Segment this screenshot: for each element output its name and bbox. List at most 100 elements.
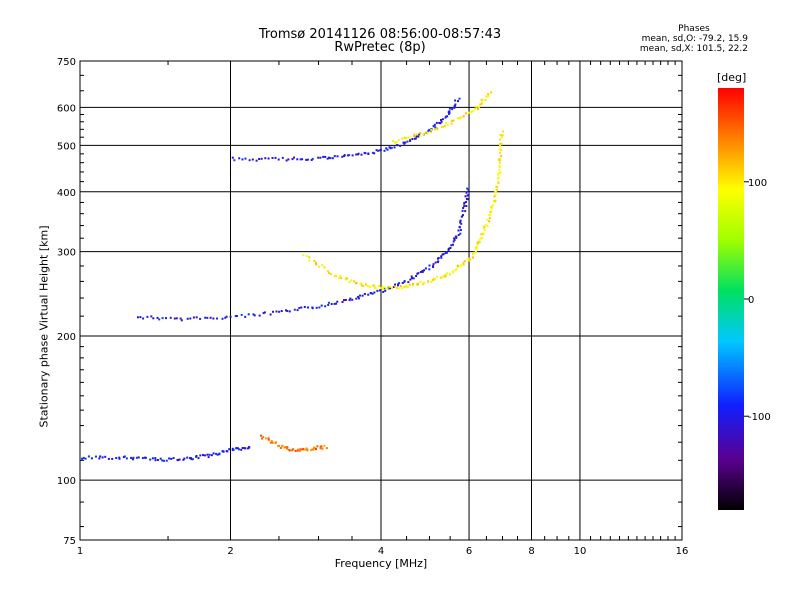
- data-point: [197, 457, 200, 460]
- stats-x-mode: mean, sd,X: 101.5, 22.2: [639, 44, 748, 54]
- data-point: [412, 277, 415, 280]
- data-point: [447, 247, 450, 250]
- data-point: [363, 293, 366, 295]
- data-point: [336, 300, 339, 303]
- data-point: [481, 98, 484, 101]
- data-point: [294, 449, 297, 452]
- scatter-points: [81, 91, 505, 462]
- data-point: [215, 452, 218, 455]
- data-point: [235, 315, 238, 317]
- data-point: [316, 445, 319, 448]
- data-point: [291, 449, 294, 452]
- data-point: [424, 267, 427, 270]
- data-point: [399, 285, 402, 288]
- data-point: [419, 271, 422, 273]
- data-point: [438, 122, 441, 124]
- data-point: [457, 234, 460, 236]
- data-point: [144, 456, 147, 459]
- data-point: [433, 123, 436, 126]
- data-point: [169, 316, 172, 319]
- colorbar-tick-label: 0: [748, 295, 754, 306]
- data-point: [338, 276, 341, 279]
- data-point: [274, 442, 277, 445]
- data-point: [244, 157, 247, 160]
- data-point: [244, 315, 247, 318]
- data-point: [312, 448, 315, 451]
- data-point: [265, 437, 267, 440]
- data-point: [467, 189, 470, 192]
- data-point: [150, 315, 153, 318]
- data-point: [320, 304, 323, 307]
- data-point: [419, 281, 422, 283]
- data-point: [490, 205, 493, 208]
- data-point: [378, 289, 381, 292]
- data-point: [271, 157, 274, 159]
- data-point: [348, 280, 351, 283]
- data-point: [281, 156, 284, 159]
- data-point: [258, 314, 261, 317]
- data-point: [437, 260, 440, 263]
- data-point: [440, 256, 443, 259]
- data-point: [432, 265, 434, 268]
- data-point: [472, 256, 474, 259]
- data-point: [170, 457, 173, 460]
- data-point: [458, 225, 461, 228]
- data-point: [440, 276, 443, 279]
- data-point: [371, 151, 374, 154]
- data-point: [498, 148, 501, 151]
- data-point: [483, 225, 486, 228]
- data-point: [498, 164, 501, 167]
- data-point: [384, 289, 387, 292]
- data-point: [461, 209, 464, 212]
- data-point: [362, 285, 365, 287]
- data-point: [500, 136, 503, 139]
- data-point: [403, 280, 406, 283]
- data-point: [480, 237, 483, 240]
- data-point: [375, 287, 377, 290]
- data-point: [497, 176, 500, 179]
- data-point: [392, 140, 394, 143]
- data-point: [358, 297, 360, 300]
- x-axis-label: Frequency [MHz]: [334, 557, 428, 570]
- x-tick-label: 6: [466, 546, 472, 557]
- data-point: [404, 141, 407, 144]
- data-point: [467, 193, 470, 196]
- data-point: [450, 119, 453, 122]
- data-point: [415, 275, 418, 277]
- data-point: [411, 277, 413, 280]
- data-point: [306, 158, 309, 161]
- data-point: [313, 260, 316, 262]
- data-point: [267, 438, 270, 441]
- data-point: [308, 256, 311, 259]
- data-point: [457, 100, 459, 103]
- data-point: [252, 313, 255, 316]
- data-point: [434, 278, 436, 280]
- data-point: [399, 144, 402, 147]
- data-point: [465, 205, 468, 207]
- data-point: [395, 141, 398, 143]
- data-point: [329, 157, 332, 160]
- data-point: [251, 158, 254, 161]
- data-point: [285, 447, 288, 450]
- data-point: [466, 258, 469, 261]
- data-point: [189, 317, 192, 320]
- data-point: [146, 315, 149, 318]
- data-point: [501, 134, 504, 137]
- data-point: [398, 282, 401, 285]
- data-point: [398, 287, 401, 290]
- y-tick-label: 200: [57, 332, 76, 343]
- data-point: [269, 313, 272, 316]
- data-point: [463, 205, 466, 208]
- data-point: [493, 195, 496, 198]
- data-point: [387, 285, 390, 288]
- data-point: [199, 317, 202, 320]
- data-point: [321, 447, 324, 450]
- data-point: [462, 263, 465, 266]
- data-point: [453, 237, 456, 240]
- data-point: [313, 446, 316, 449]
- data-point: [424, 131, 427, 134]
- data-point: [335, 275, 338, 278]
- data-point: [204, 316, 207, 319]
- data-point: [396, 283, 399, 286]
- data-point: [175, 317, 178, 320]
